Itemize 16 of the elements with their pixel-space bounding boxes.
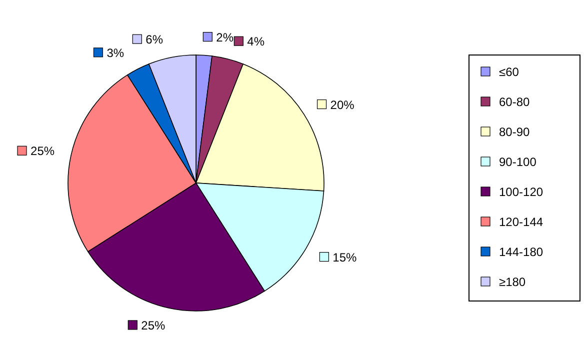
data-label: 25% (141, 318, 166, 332)
legend-label: 60-80 (499, 95, 530, 109)
legend-label: ≥180 (499, 275, 526, 289)
legend-label: 144-180 (499, 245, 544, 259)
data-label: 25% (30, 144, 55, 158)
data-label: 2% (216, 30, 234, 44)
data-label: 3% (106, 46, 124, 60)
legend-label: 120-144 (499, 215, 544, 229)
legend-label: 80-90 (499, 125, 530, 139)
data-label: 15% (332, 250, 358, 264)
legend-label: 90-100 (499, 155, 537, 169)
data-label: 6% (146, 32, 164, 47)
data-label: 20% (330, 98, 355, 112)
legend-label: ≤60 (499, 65, 520, 79)
legend-label: 100-120 (499, 185, 544, 199)
data-label: 4% (247, 34, 265, 49)
